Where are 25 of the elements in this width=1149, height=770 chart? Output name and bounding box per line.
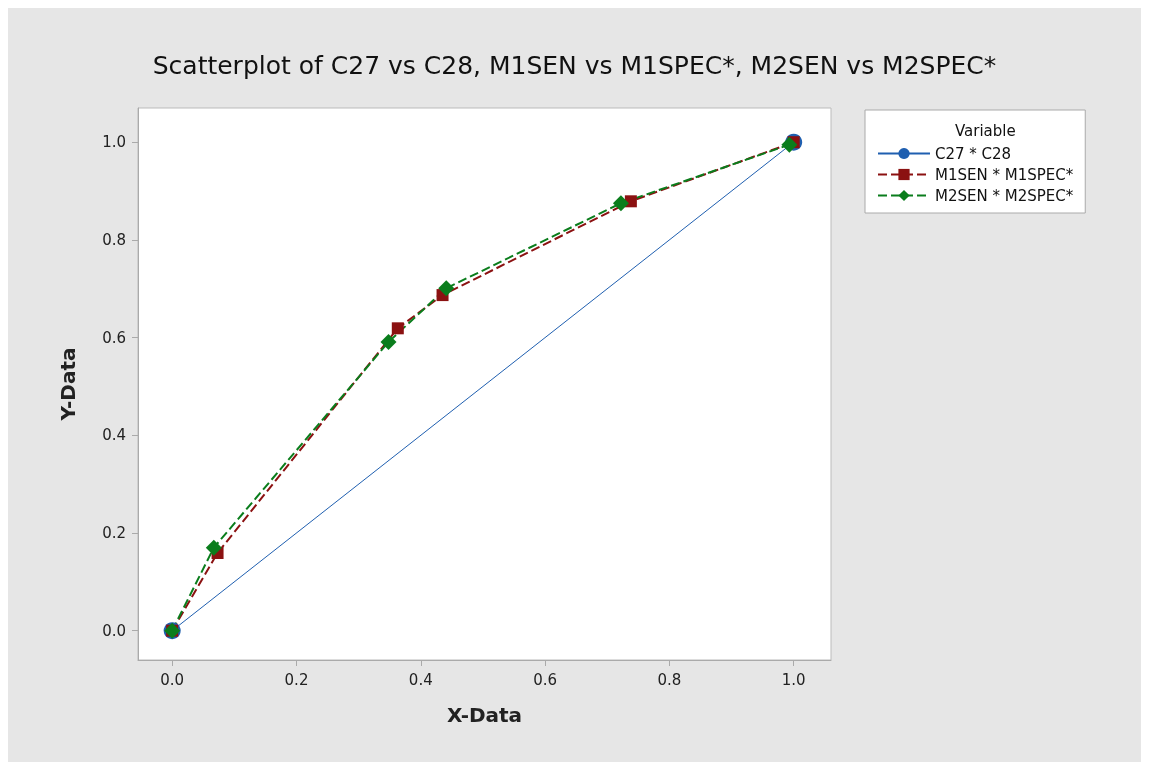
y-tick-label: 0.0 <box>102 621 126 640</box>
y-tick-label: 0.6 <box>102 328 126 347</box>
point <box>438 280 455 297</box>
legend-title: Variable <box>955 121 1016 140</box>
legend-label: M2SEN * M2SPEC* <box>935 186 1074 205</box>
y-tick-label: 0.4 <box>102 426 126 445</box>
point <box>380 333 397 350</box>
chart-title: Scatterplot of C27 vs C28, M1SEN vs M1SPEC*, M2SEN vs M2SPEC* <box>152 51 997 80</box>
x-tick-label: 0.4 <box>408 670 433 689</box>
x-axis-title: X-Data <box>446 703 523 727</box>
x-tick-label: 0.8 <box>657 670 682 689</box>
x-tick-label: 0.6 <box>533 670 558 689</box>
point <box>205 539 222 556</box>
point <box>391 322 404 335</box>
y-axis-title: Y-Data <box>56 347 80 422</box>
y-tick-label: 0.8 <box>102 230 126 249</box>
x-tick-label: 0.2 <box>284 670 309 689</box>
x-tick-label: 0.0 <box>160 670 185 689</box>
y-tick-label: 1.0 <box>102 133 126 152</box>
legend-label: M1SEN * M1SPEC* <box>935 165 1074 184</box>
legend-label: C27 * C28 <box>935 144 1012 163</box>
x-tick-label: 1.0 <box>781 670 806 689</box>
y-tick-label: 0.2 <box>102 523 126 542</box>
point <box>781 136 798 153</box>
point <box>612 195 629 212</box>
